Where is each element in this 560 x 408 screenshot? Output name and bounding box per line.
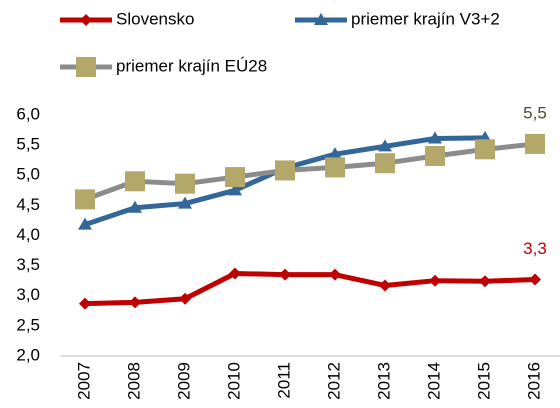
legend-label: priemer krajín EÚ28	[116, 56, 267, 75]
y-tick-label: 6,0	[16, 104, 40, 123]
point-marker	[225, 167, 245, 188]
point-marker	[179, 292, 191, 305]
legend-marker	[76, 57, 96, 77]
point-marker	[475, 139, 495, 160]
point-marker	[379, 279, 391, 292]
legend-label: priemer krajín V3+2	[351, 9, 500, 28]
point-marker	[228, 183, 242, 196]
x-tick-label: 2009	[174, 362, 193, 400]
point-marker	[378, 139, 392, 152]
y-tick-label: 4,5	[16, 195, 40, 214]
y-tick-label: 3,5	[16, 255, 40, 274]
point-marker	[328, 147, 342, 160]
x-tick-label: 2008	[124, 362, 143, 400]
point-marker	[429, 274, 441, 287]
y-tick-label: 4,0	[16, 225, 40, 244]
y-tick-label: 5,0	[16, 165, 40, 184]
legend-marker	[314, 13, 328, 25]
value-label: 5,5	[523, 103, 547, 122]
point-marker	[78, 217, 92, 230]
x-tick-label: 2015	[474, 362, 493, 400]
x-tick-label: 2011	[274, 362, 293, 399]
series-line	[84, 270, 536, 307]
x-tick-label: 2012	[324, 362, 343, 400]
legend-label: Slovensko	[116, 9, 194, 28]
value-label: 3,3	[523, 239, 547, 258]
point-marker	[129, 296, 141, 309]
y-tick-label: 2,0	[16, 345, 40, 364]
y-tick-label: 5,5	[16, 135, 40, 154]
point-marker	[229, 267, 241, 280]
point-marker	[375, 153, 395, 174]
x-tick-label: 2010	[224, 362, 243, 400]
point-marker	[128, 200, 142, 213]
point-marker	[428, 131, 442, 144]
point-marker	[525, 133, 545, 154]
series-line	[84, 141, 536, 202]
point-marker	[275, 160, 295, 181]
point-marker	[175, 173, 195, 194]
x-tick-label: 2013	[374, 362, 393, 400]
point-marker	[125, 171, 145, 192]
x-tick-label: 2007	[74, 362, 93, 400]
point-marker	[479, 275, 491, 288]
x-tick-label: 2014	[424, 362, 443, 400]
y-tick-label: 2,5	[16, 315, 40, 334]
point-marker	[425, 145, 445, 166]
point-marker	[279, 268, 291, 281]
x-tick-label: 2016	[524, 362, 543, 400]
point-marker	[178, 196, 192, 209]
point-marker	[529, 273, 541, 286]
y-tick-label: 3,0	[16, 285, 40, 304]
point-marker	[75, 189, 95, 210]
point-marker	[329, 268, 341, 281]
point-marker	[325, 157, 345, 178]
point-marker	[79, 297, 91, 310]
legend-marker	[80, 14, 92, 26]
